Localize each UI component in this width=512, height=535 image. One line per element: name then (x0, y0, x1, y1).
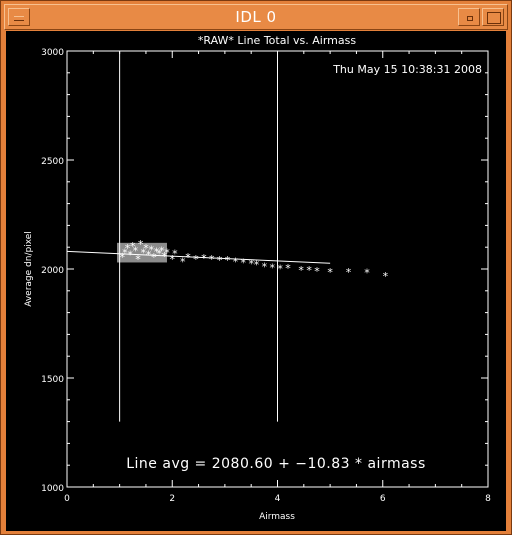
maximize-icon (487, 12, 501, 24)
data-point: * (170, 253, 176, 266)
data-point: * (248, 257, 254, 270)
data-point: * (146, 249, 152, 262)
data-point: * (233, 255, 239, 268)
data-point: * (172, 248, 178, 261)
data-point: * (285, 262, 291, 275)
data-point: * (180, 255, 186, 268)
data-point: * (141, 247, 147, 260)
fit-line (66, 250, 331, 264)
y-tick-label: 2000 (41, 266, 64, 276)
data-point: * (269, 261, 275, 274)
data-point: * (241, 256, 247, 269)
x-tick-label: 0 (64, 494, 70, 504)
data-point: * (209, 253, 215, 266)
minimize-icon (467, 16, 473, 21)
x-tick-label: 2 (169, 494, 175, 504)
data-point: * (327, 266, 333, 279)
x-tick-label: 6 (380, 494, 386, 504)
data-point: * (364, 267, 370, 280)
y-tick-label: 1500 (41, 375, 64, 385)
data-point: * (151, 251, 157, 264)
y-tick-label: 2500 (41, 157, 64, 167)
x-tick-label: 8 (485, 494, 491, 504)
window-title: IDL 0 (235, 8, 277, 26)
window-menu-icon (14, 16, 24, 21)
data-point: * (306, 264, 312, 277)
data-point: * (135, 253, 141, 266)
data-point: * (148, 243, 154, 256)
plot-canvas: *RAW* Line Total vs. Airmass Thu May 15 … (6, 31, 506, 531)
fit-annotation: Line avg = 2080.60 + −10.83 * airmass (126, 456, 426, 472)
data-point: * (159, 244, 165, 257)
data-point: * (217, 254, 223, 267)
data-point: * (383, 270, 389, 283)
y-tick-label: 3000 (41, 48, 64, 58)
data-point: * (127, 249, 133, 262)
chart-title: *RAW* Line Total vs. Airmass (198, 34, 356, 47)
data-point: * (130, 240, 136, 253)
data-point: * (314, 265, 320, 278)
data-point: * (254, 259, 260, 272)
data-point: * (225, 254, 231, 267)
data-point: * (154, 245, 160, 258)
data-point: * (193, 253, 199, 266)
window-menu-button[interactable] (8, 8, 30, 26)
data-point: * (125, 242, 131, 255)
maximize-button[interactable] (482, 8, 504, 26)
dense-point-cluster (116, 242, 167, 263)
data-point: * (120, 251, 126, 264)
data-point: * (138, 238, 144, 251)
data-point: * (262, 261, 268, 274)
y-tick-label: 1000 (41, 484, 64, 494)
chart-timestamp: Thu May 15 10:38:31 2008 (332, 63, 482, 76)
data-point: * (143, 242, 149, 255)
x-tick-label: 4 (275, 494, 281, 504)
minimize-button[interactable] (458, 8, 480, 26)
data-point: * (122, 247, 128, 260)
x-axis-label: Airmass (259, 512, 295, 522)
data-point: * (298, 264, 304, 277)
data-point: * (185, 251, 191, 264)
title-bar[interactable]: IDL 0 (4, 4, 508, 30)
data-point: * (201, 252, 207, 265)
data-point: * (162, 250, 168, 263)
y-axis-label: Average dn/pixel (24, 231, 34, 307)
scatter-plot: *RAW* Line Total vs. Airmass Thu May 15 … (24, 34, 491, 522)
data-point: * (156, 248, 162, 261)
data-point: * (346, 266, 352, 279)
data-point: * (133, 244, 139, 257)
data-point: * (164, 247, 170, 260)
data-point: * (277, 262, 283, 275)
